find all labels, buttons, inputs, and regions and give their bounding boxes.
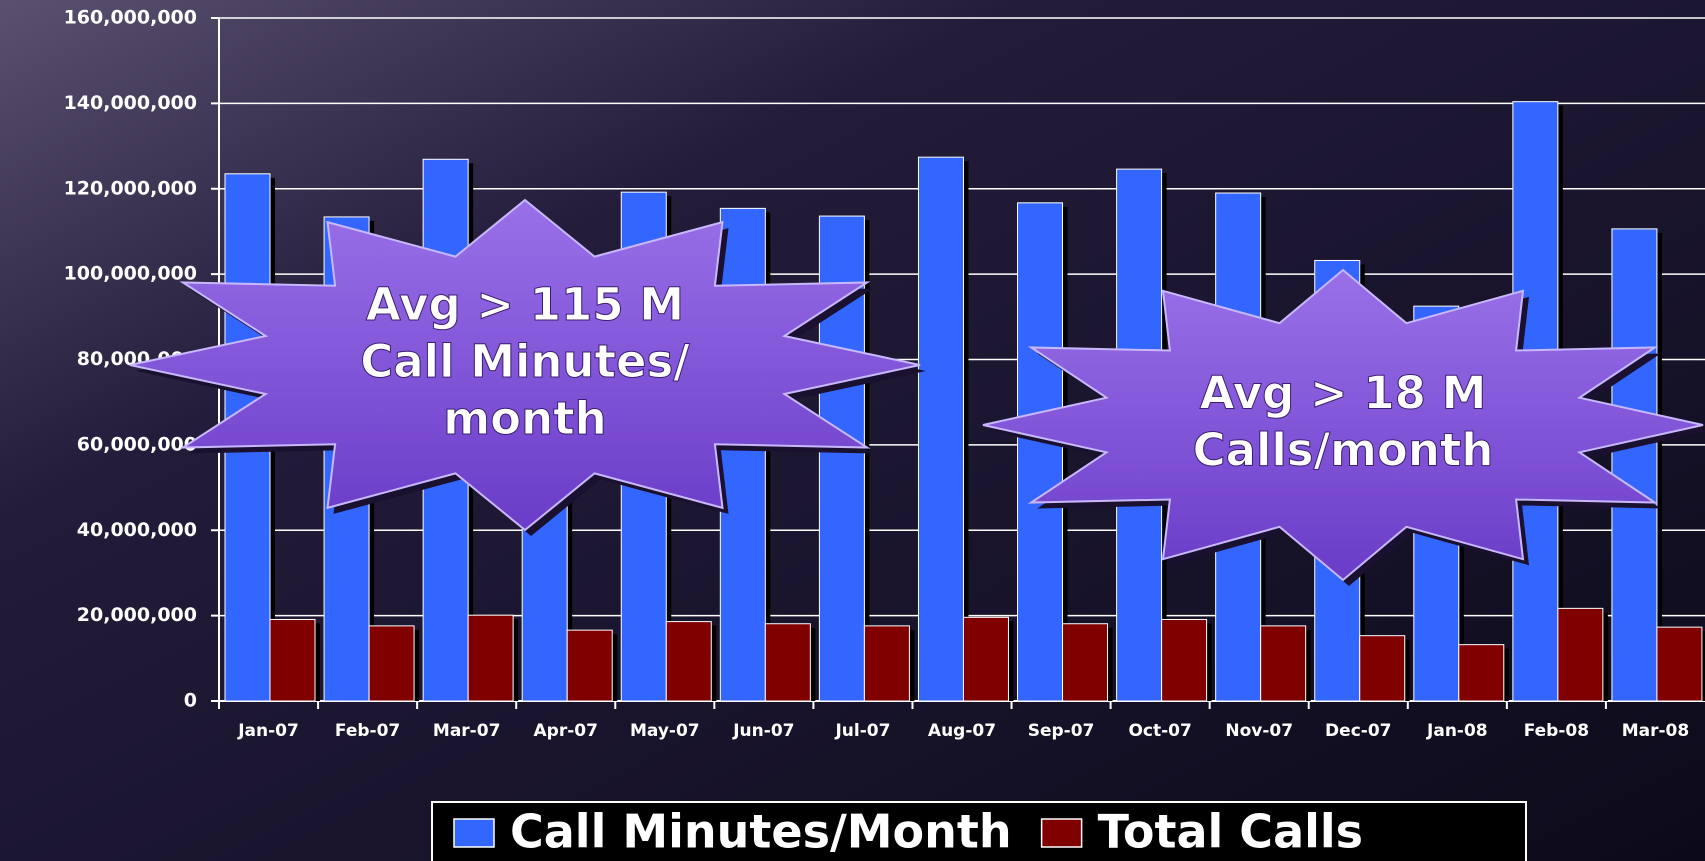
y-tick-label: 40,000,000 [77, 519, 197, 541]
legend-swatch [453, 818, 495, 848]
bar [917, 156, 964, 702]
y-tick-label: 140,000,000 [64, 92, 197, 114]
bar [1017, 202, 1064, 702]
bar [764, 623, 811, 702]
annotation-text: Call Minutes/ [360, 335, 690, 388]
starburst [129, 198, 921, 532]
x-tick-label: Oct-07 [1128, 721, 1191, 741]
annotation-text: Avg > 115 M [366, 278, 684, 331]
bar [368, 625, 415, 702]
bar [467, 614, 514, 702]
bar [962, 616, 1009, 702]
legend: Call Minutes/Month Total Calls [431, 801, 1527, 861]
x-tick-label: Mar-07 [433, 721, 501, 741]
bar [1260, 625, 1307, 702]
starburst [982, 268, 1704, 582]
x-tick-label: Sep-07 [1028, 721, 1095, 741]
bar [719, 207, 766, 702]
y-tick-label: 20,000,000 [77, 604, 197, 626]
annotation-text: month [443, 392, 606, 445]
legend-label: Total Calls [1098, 805, 1363, 859]
legend-box [431, 801, 1527, 861]
bar [1359, 635, 1406, 702]
y-tick-label: 60,000,000 [77, 433, 197, 455]
annotation-text: Avg > 18 M [1200, 367, 1487, 420]
bar [1458, 644, 1505, 702]
x-tick-label: Dec-07 [1325, 721, 1391, 741]
y-tick-label: 100,000,000 [64, 263, 197, 285]
bar [566, 629, 613, 702]
x-tick-label: Jun-07 [732, 721, 794, 741]
y-tick-label: 120,000,000 [64, 177, 197, 199]
x-tick-label: May-07 [630, 721, 700, 741]
x-tick-label: Apr-07 [534, 721, 598, 741]
legend-swatch [1040, 818, 1083, 848]
x-tick-label: Jul-07 [834, 721, 890, 741]
bar [269, 618, 316, 702]
legend-label: Call Minutes/Month [510, 805, 1012, 859]
x-tick-label: Feb-08 [1524, 721, 1589, 741]
bar [1611, 228, 1658, 702]
x-tick-label: Jan-08 [1426, 721, 1488, 741]
x-tick-label: Aug-07 [928, 721, 996, 741]
bar [665, 621, 712, 702]
x-tick-label: Jan-07 [237, 721, 299, 741]
bar [1161, 618, 1208, 702]
y-tick-label: 0 [184, 690, 197, 712]
bar [863, 625, 910, 702]
x-tick-label: Feb-07 [335, 721, 400, 741]
annotation-text: Calls/month [1193, 424, 1494, 477]
bar [1062, 623, 1109, 702]
x-tick-label: Nov-07 [1225, 721, 1293, 741]
y-tick-label: 160,000,000 [64, 7, 197, 29]
bar [1656, 626, 1703, 702]
x-tick-label: Mar-08 [1622, 721, 1690, 741]
bar [1557, 607, 1604, 702]
